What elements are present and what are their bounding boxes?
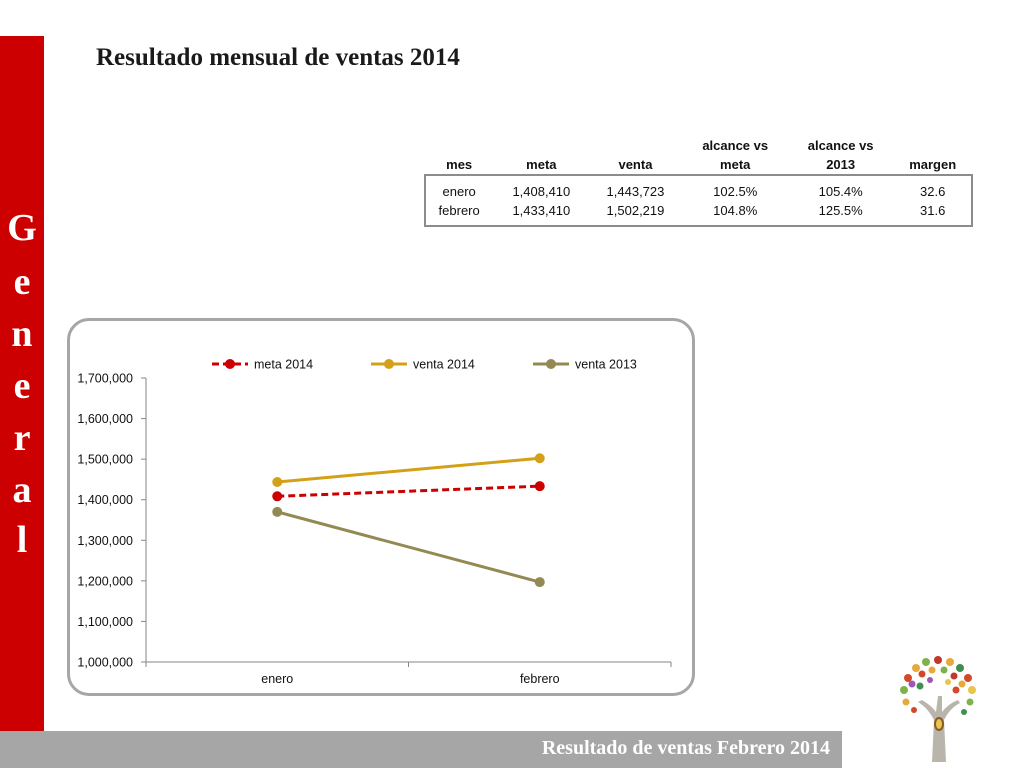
y-tick-label: 1,500,000: [77, 453, 133, 467]
header-venta: venta: [618, 157, 653, 172]
table-border: [424, 174, 973, 227]
table-cell: 104.8%: [713, 203, 758, 218]
sidebar-letter: e: [13, 365, 31, 407]
legend-label: venta 2013: [575, 358, 637, 372]
table-cell: 125.5%: [818, 203, 863, 218]
y-tick-label: 1,100,000: [77, 615, 133, 629]
data-point: [272, 476, 283, 487]
data-point: [272, 506, 283, 517]
legend-marker: [546, 359, 556, 369]
table-row: enero 1,408,410 1,443,723 102.5% 105.4% …: [424, 177, 972, 201]
sidebar-banner: G e n e r a l: [0, 36, 44, 731]
table-cell: enero: [442, 184, 476, 199]
legend-label: venta 2014: [413, 358, 475, 372]
data-point: [534, 481, 545, 492]
header-margen: margen: [909, 157, 957, 172]
table-cell: 32.6: [920, 184, 946, 199]
table-header-row: mes meta venta alcance vs meta alcance vs…: [424, 136, 972, 177]
table-cell: 1,443,723: [606, 184, 665, 199]
y-tick-label: 1,600,000: [77, 412, 133, 426]
table-cell: 1,502,219: [606, 203, 665, 218]
table-cell: 31.6: [920, 203, 946, 218]
sidebar-letter: e: [13, 261, 31, 303]
sales-summary-table: mes meta venta alcance vs meta alcance vs…: [424, 136, 972, 223]
series-line: [276, 510, 541, 584]
sidebar-letter: r: [13, 417, 31, 459]
page-title: Resultado mensual de ventas 2014: [96, 44, 460, 71]
data-point: [534, 453, 545, 464]
header-mes: mes: [446, 157, 473, 172]
table-cell: 105.4%: [818, 184, 863, 199]
sidebar-letter: l: [16, 519, 28, 561]
y-tick-label: 1,200,000: [77, 574, 133, 588]
header-alcance-2013: alcance vs 2013: [807, 138, 874, 172]
data-point: [272, 491, 283, 502]
sidebar-letter: a: [12, 469, 32, 511]
table-cell: 1,408,410: [512, 184, 571, 199]
sidebar-letter: G: [7, 207, 37, 249]
tree-logo-icon: [900, 656, 976, 762]
legend-marker: [225, 359, 235, 369]
footer-bar: Resultado de ventas Febrero 2014: [0, 731, 842, 768]
y-tick-label: 1,400,000: [77, 493, 133, 507]
legend-marker: [384, 359, 394, 369]
table-cell: febrero: [438, 203, 480, 218]
y-tick-label: 1,700,000: [77, 372, 133, 386]
legend-label: meta 2014: [254, 358, 313, 372]
table-cell: 1,433,410: [512, 203, 571, 218]
series-line: [277, 456, 540, 484]
y-tick-label: 1,300,000: [77, 534, 133, 548]
table-row: febrero 1,433,410 1,502,219 104.8% 125.5…: [424, 201, 972, 223]
x-tick-label: enero: [261, 672, 293, 686]
chart-frame: [67, 318, 695, 696]
table-cell: 102.5%: [713, 184, 758, 199]
footer-title: Resultado de ventas Febrero 2014: [541, 737, 830, 759]
y-tick-label: 1,000,000: [77, 656, 133, 670]
header-alcance-meta: alcance vs meta: [702, 138, 769, 172]
sidebar-letter: n: [11, 313, 33, 355]
header-meta: meta: [526, 157, 557, 172]
series-line: [277, 484, 540, 498]
data-point: [534, 577, 545, 588]
x-tick-label: febrero: [520, 672, 560, 686]
